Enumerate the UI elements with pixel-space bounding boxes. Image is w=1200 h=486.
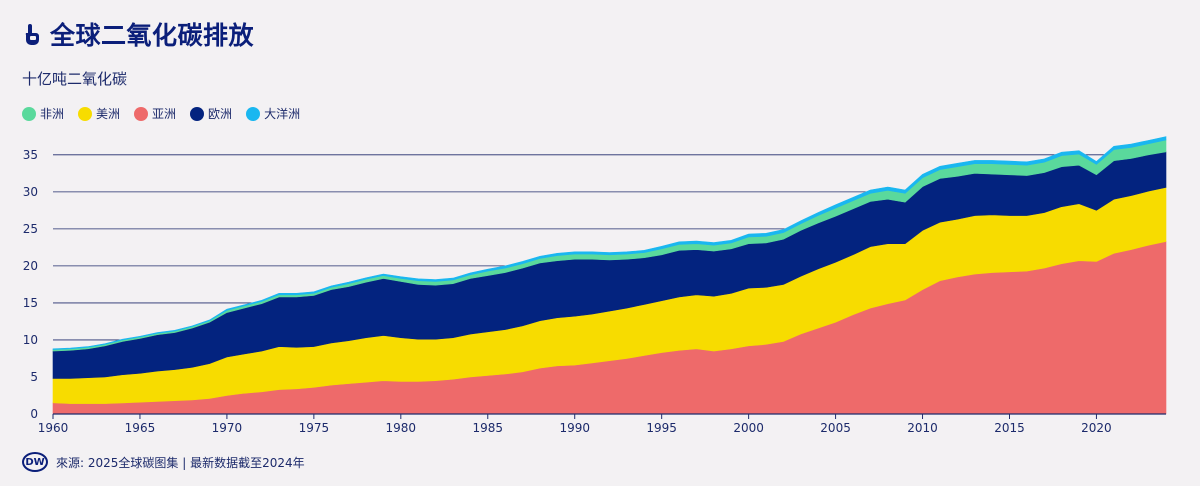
legend-label-oceania: 大洋洲 (264, 107, 301, 121)
chart-title: 全球二氧化碳排放 (50, 21, 255, 50)
legend-label-americas: 美洲 (96, 107, 121, 121)
y-tick-label: 10 (23, 333, 38, 347)
y-tick-label: 20 (23, 259, 38, 273)
tap-hand-icon (25, 24, 39, 45)
x-tick-label: 1990 (559, 421, 590, 435)
x-tick-label: 1960 (38, 421, 69, 435)
chart-footer: DW 來源: 2025全球碳图集 | 最新数据截至2024年 (22, 452, 305, 472)
x-tick-label: 1985 (472, 421, 503, 435)
legend-swatch-africa (22, 106, 36, 121)
x-tick-label: 1995 (646, 421, 677, 435)
area-series-4 (52, 136, 1167, 350)
legend-label-asia: 亚洲 (152, 107, 177, 121)
x-tick-label: 1980 (386, 421, 417, 435)
x-tick-label: 2010 (907, 421, 938, 435)
y-tick-label: 30 (23, 185, 38, 199)
legend-swatch-europe (190, 106, 205, 121)
chart-legend: 非洲 美洲 亚洲 欧洲 大洋洲 (22, 105, 300, 122)
x-tick-label: 2000 (733, 421, 764, 435)
y-tick-label: 35 (23, 148, 38, 162)
legend-item-europe: 欧洲 (190, 105, 232, 122)
legend-swatch-asia (134, 106, 149, 121)
source-note: 來源: 2025全球碳图集 | 最新数据截至2024年 (56, 455, 305, 470)
legend-label-europe: 欧洲 (208, 107, 233, 121)
y-tick-label: 0 (30, 407, 38, 421)
legend-swatch-americas (78, 106, 93, 121)
title-row: 全球二氧化碳排放 (22, 16, 254, 52)
legend-item-americas: 美洲 (78, 105, 120, 122)
legend-label-africa: 非洲 (40, 107, 65, 121)
chart-header: 全球二氧化碳排放 十亿吨二氧化碳 (22, 16, 254, 89)
x-tick-label: 2005 (820, 421, 851, 435)
legend-item-asia: 亚洲 (134, 105, 176, 122)
x-tick-label: 1975 (299, 421, 330, 435)
chart-subtitle: 十亿吨二氧化碳 (22, 70, 128, 88)
dw-logo: DW (22, 452, 48, 472)
x-tick-label: 1970 (212, 421, 243, 435)
legend-item-africa: 非洲 (22, 105, 64, 122)
y-tick-label: 25 (23, 222, 38, 236)
legend-swatch-oceania (246, 106, 261, 121)
x-tick-label: 2020 (1081, 421, 1112, 435)
y-tick-label: 5 (30, 370, 38, 384)
legend-item-oceania: 大洋洲 (246, 105, 300, 122)
x-tick-label: 2015 (994, 421, 1025, 435)
y-tick-label: 15 (23, 296, 38, 310)
x-tick-label: 1965 (125, 421, 156, 435)
